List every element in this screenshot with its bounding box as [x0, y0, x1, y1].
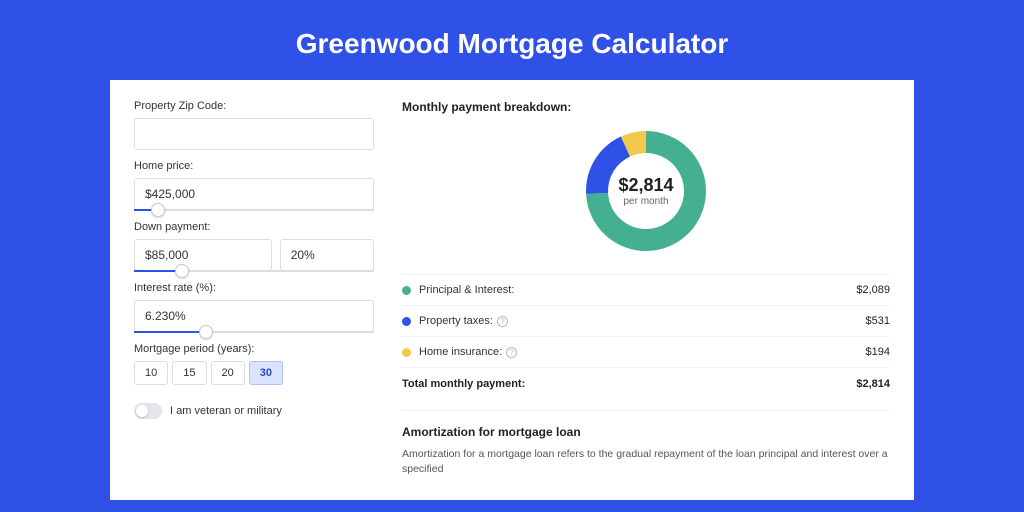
- legend-label: Home insurance:?: [419, 346, 866, 358]
- veteran-label: I am veteran or military: [170, 405, 282, 417]
- veteran-row: I am veteran or military: [134, 403, 374, 419]
- zip-label: Property Zip Code:: [134, 100, 374, 112]
- home-price-label: Home price:: [134, 160, 374, 172]
- legend-value: $194: [866, 346, 890, 358]
- breakdown-title: Monthly payment breakdown:: [402, 100, 890, 114]
- legend-value: $531: [866, 315, 890, 327]
- amortization-block: Amortization for mortgage loan Amortizat…: [402, 410, 890, 477]
- legend-dot: [402, 348, 411, 357]
- legend-row: Principal & Interest:$2,089: [402, 274, 890, 305]
- veteran-toggle[interactable]: [134, 403, 162, 419]
- donut-center: $2,814 per month: [618, 175, 673, 207]
- form-panel: Property Zip Code: Home price: Down paym…: [134, 100, 374, 480]
- legend-row: Property taxes:?$531: [402, 305, 890, 336]
- zip-input[interactable]: [134, 118, 374, 150]
- info-icon[interactable]: ?: [497, 316, 508, 327]
- down-payment-pct-input[interactable]: [280, 239, 374, 271]
- interest-rate-slider[interactable]: [134, 331, 374, 333]
- interest-rate-label: Interest rate (%):: [134, 282, 374, 294]
- breakdown-panel: Monthly payment breakdown: $2,814 per mo…: [402, 100, 890, 480]
- period-tab-30[interactable]: 30: [249, 361, 283, 385]
- legend-dot: [402, 317, 411, 326]
- down-payment-input[interactable]: [134, 239, 272, 271]
- donut-chart: $2,814 per month: [402, 126, 890, 256]
- total-value: $2,814: [856, 378, 890, 390]
- legend-value: $2,089: [856, 284, 890, 296]
- down-payment-slider[interactable]: [134, 270, 374, 272]
- period-tab-20[interactable]: 20: [211, 361, 245, 385]
- legend-dot: [402, 286, 411, 295]
- period-tabs: 10152030: [134, 361, 374, 385]
- amortization-text: Amortization for a mortgage loan refers …: [402, 447, 890, 477]
- info-icon[interactable]: ?: [506, 347, 517, 358]
- period-label: Mortgage period (years):: [134, 343, 374, 355]
- amortization-title: Amortization for mortgage loan: [402, 425, 890, 439]
- down-payment-label: Down payment:: [134, 221, 374, 233]
- total-row: Total monthly payment: $2,814: [402, 367, 890, 400]
- period-tab-10[interactable]: 10: [134, 361, 168, 385]
- total-label: Total monthly payment:: [402, 378, 856, 390]
- legend-label: Principal & Interest:: [419, 284, 856, 296]
- legend-row: Home insurance:?$194: [402, 336, 890, 367]
- calculator-card: Property Zip Code: Home price: Down paym…: [110, 80, 914, 500]
- home-price-slider[interactable]: [134, 209, 374, 211]
- period-tab-15[interactable]: 15: [172, 361, 206, 385]
- home-price-input[interactable]: [134, 178, 374, 210]
- interest-rate-input[interactable]: [134, 300, 374, 332]
- donut-amount: $2,814: [618, 175, 673, 196]
- page-title: Greenwood Mortgage Calculator: [0, 0, 1024, 80]
- legend-label: Property taxes:?: [419, 315, 866, 327]
- donut-sub: per month: [618, 196, 673, 207]
